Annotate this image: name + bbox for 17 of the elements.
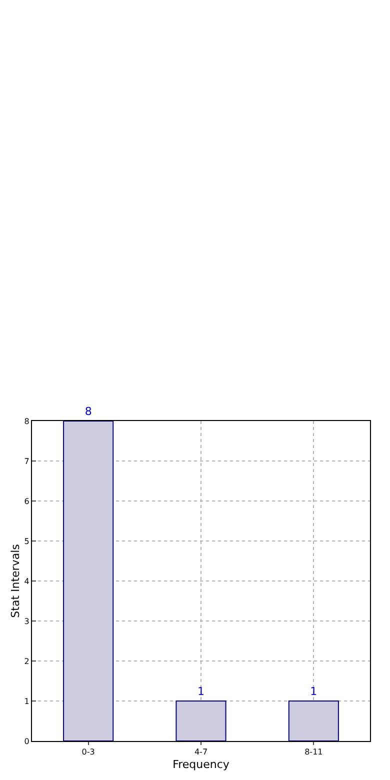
data-label: 1: [310, 685, 318, 698]
y-tick-label: 5: [24, 536, 30, 546]
y-tick-label: 7: [24, 456, 30, 466]
y-tick-label: 2: [24, 656, 30, 666]
x-tick-label: 4-7: [194, 748, 208, 757]
y-axis-title: Stat Intervals: [8, 544, 22, 618]
data-label: 8: [84, 405, 92, 418]
y-tick-label: 8: [24, 416, 30, 426]
x-tick-label: 0-3: [82, 748, 95, 757]
data-label: 1: [198, 685, 204, 698]
x-tick-label: 8-11: [304, 748, 323, 757]
x-axis-title: Frequency: [172, 758, 230, 771]
y-tick-label: 4: [24, 576, 30, 586]
y-tick-label: 6: [24, 496, 30, 506]
y-tick-label: 0: [24, 736, 30, 746]
y-tick-label: 3: [24, 616, 30, 626]
y-tick-label: 1: [24, 696, 30, 706]
